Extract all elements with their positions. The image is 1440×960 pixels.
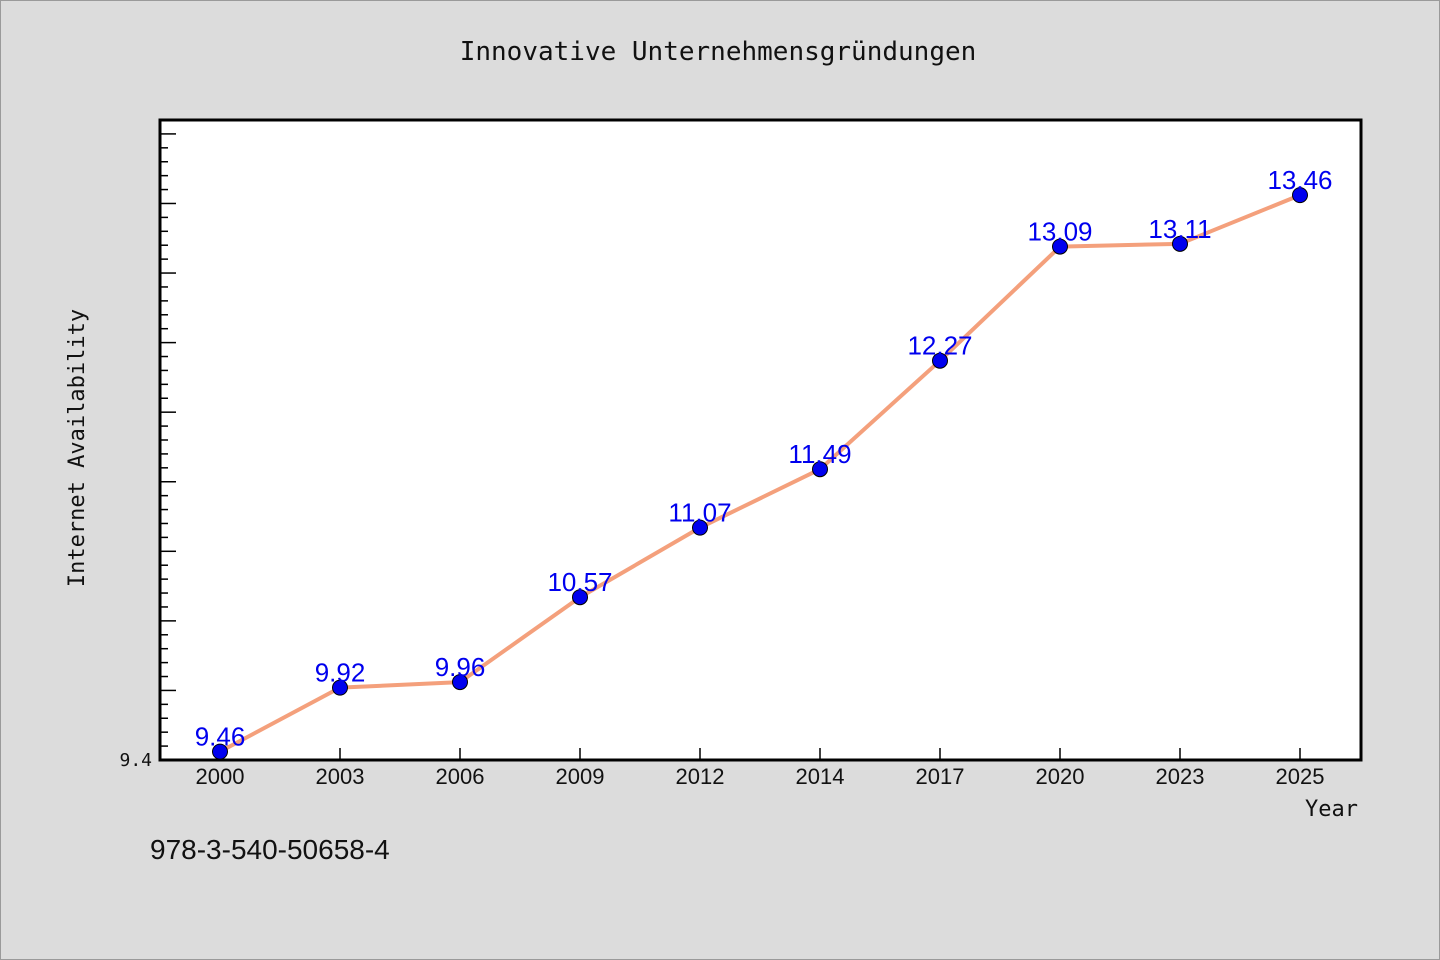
data-label: 10.57 (547, 567, 612, 597)
footer-code: 978-3-540-50658-4 (150, 834, 390, 865)
y-axis-ticks (160, 133, 176, 747)
series-group: 9.46 9.92 9.96 10.57 11.07 11.49 12.27 13.09 13.… (195, 165, 1333, 760)
data-point (1292, 187, 1308, 204)
data-point (812, 461, 828, 478)
data-point (692, 519, 708, 536)
x-tick-label: 2025 (1276, 764, 1325, 789)
x-tick-label: 2009 (556, 764, 605, 789)
x-tick-label: 2012 (676, 764, 725, 789)
data-label: 13.11 (1148, 214, 1211, 244)
data-point (572, 589, 588, 606)
data-label: 12.27 (907, 331, 972, 361)
data-label: 13.09 (1027, 217, 1092, 247)
data-point (452, 674, 468, 691)
data-point (932, 352, 948, 369)
data-label: 9.46 (195, 722, 246, 752)
y-axis-label: Internet Availability (65, 309, 90, 587)
x-tick-label: 2023 (1156, 764, 1205, 789)
data-point (1172, 235, 1188, 252)
x-tick-label: 2003 (316, 764, 365, 789)
series-line (219, 193, 1301, 754)
x-tick-label: 2006 (436, 764, 485, 789)
x-tick-label: 2020 (1036, 764, 1085, 789)
chart-title: Innovative Unternehmensgründungen (460, 37, 977, 67)
data-label: 11.49 (788, 439, 851, 469)
x-tick-label: 2014 (796, 764, 845, 789)
data-label: 13.46 (1267, 165, 1332, 195)
x-tick-label: 2017 (916, 764, 965, 789)
data-point (1052, 238, 1068, 255)
x-axis-label: Year (1305, 797, 1358, 822)
data-point (212, 743, 228, 760)
data-point (332, 679, 348, 696)
plot-area (158, 118, 1363, 762)
x-axis: 2000 2003 2006 2009 2012 2014 2017 2020 2023 2025 (196, 748, 1325, 789)
x-tick-label: 2000 (196, 764, 245, 789)
y-tick-label: 9.4 (119, 750, 152, 771)
data-label: 11.07 (668, 498, 731, 528)
data-label: 9.96 (435, 652, 486, 682)
data-label: 9.92 (315, 658, 366, 688)
